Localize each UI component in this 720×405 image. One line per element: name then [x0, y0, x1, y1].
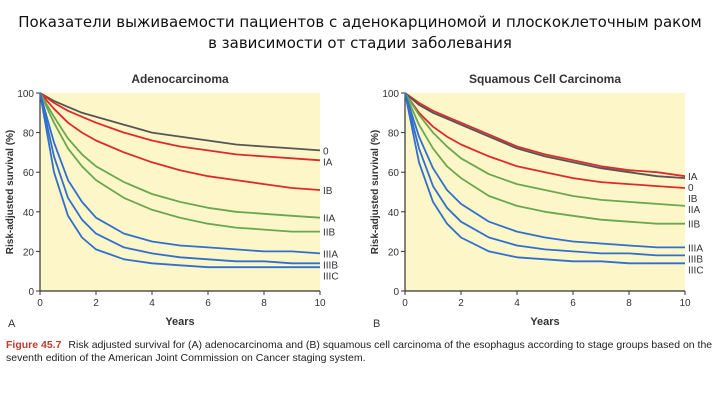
panel-a-x-tick-label: 8 — [261, 298, 267, 309]
slide-title-line-1: Показатели выживаемости пациентов с аден… — [18, 13, 702, 31]
panel-b-x-tick-label: 2 — [458, 298, 464, 309]
panel-a-x-tick-label: 0 — [37, 298, 43, 309]
panel-a-title: Adenocarcinoma — [131, 72, 229, 86]
panel-a-series-iia-label: IIA — [323, 214, 336, 225]
panel-a-series-iiib-label: IIIB — [323, 260, 338, 271]
panel-b-plot-area — [405, 93, 685, 291]
panel-a-series-0-label: 0 — [323, 146, 329, 157]
panel-b-y-tick-label: 40 — [388, 208, 400, 219]
panel-b-series-iiia-label: IIIA — [688, 243, 703, 254]
panel-b-series-iiic-line — [404, 92, 685, 265]
panel-a-y-tick-label: 40 — [23, 208, 35, 219]
panel-a-series-ib-line — [39, 92, 321, 191]
panel-b-letter: B — [373, 318, 380, 330]
panel-a-plot-area — [40, 93, 320, 291]
panel-a-y-tick-label: 60 — [23, 168, 35, 179]
panel-a-x-tick-label: 4 — [149, 298, 155, 309]
panel-b-series-iiib-label: IIIB — [688, 254, 703, 265]
panel-a-letter: A — [8, 318, 16, 330]
panel-a-y-tick-label: 20 — [23, 247, 35, 258]
panel-b-series-ia-line — [404, 92, 686, 178]
panel-a-series-ia-line — [39, 92, 321, 162]
panel-b-y-tick-label: 0 — [393, 287, 399, 298]
figure-caption: Figure 45.7 Risk adjusted survival for (… — [6, 339, 716, 365]
panel-a-series-iiib-line — [39, 92, 320, 265]
panel-a-y-tick-label: 100 — [17, 89, 34, 100]
slide-title-line-2: в зависимости от стадии заболевания — [208, 34, 512, 52]
panel-a-series-ia-label: IA — [323, 157, 333, 168]
panel-b-series-iib-label: IIB — [688, 220, 701, 231]
slide-title: Показатели выживаемости пациентов с аден… — [0, 12, 720, 54]
panel-a-series-iia-line — [39, 92, 321, 219]
figure-caption-text: Risk adjusted survival for (A) adenocarc… — [6, 339, 713, 364]
panel-b-series-ib-label: IB — [688, 194, 698, 205]
panel-a-series-iiic-label: IIIC — [323, 271, 339, 282]
panel-b-series-iiib-line — [404, 92, 685, 257]
panel-b-y-tick-label: 80 — [388, 129, 400, 140]
panel-b-series-iib-line — [404, 92, 685, 225]
panel-a-series-iib-label: IIB — [323, 228, 336, 239]
panel-a-series-ib-label: IB — [323, 186, 333, 197]
figure-caption-label: Figure 45.7 — [6, 339, 62, 351]
panel-b-x-tick-label: 0 — [402, 298, 408, 309]
panel-b-series-ib-line — [404, 92, 686, 189]
panel-a-y-axis-title: Risk-adjusted survival (%) — [5, 130, 16, 254]
panel-b-x-axis-title: Years — [530, 316, 559, 328]
panel-a-series-iiic-line — [39, 92, 320, 269]
panel-b-x-tick-label: 6 — [570, 298, 576, 309]
panel-a-series-0-line — [39, 92, 321, 152]
panel-b-series-iiic-label: IIIC — [688, 265, 704, 276]
panel-a-x-tick-label: 6 — [205, 298, 211, 309]
panel-b-y-tick-label: 100 — [382, 89, 399, 100]
panel-a-y-tick-label: 0 — [28, 287, 34, 298]
panel-b-y-tick-label: 60 — [388, 168, 400, 179]
panel-b-x-tick-label: 10 — [679, 298, 691, 309]
panel-b-series-0-line — [404, 92, 686, 179]
panel-b-series-iia-label: IIA — [688, 205, 701, 216]
panel-a-series-iib-line — [39, 92, 320, 233]
panel-b-series-ia-label: IA — [688, 172, 698, 183]
panel-a-x-tick-label: 2 — [93, 298, 99, 309]
panel-b-x-tick-label: 4 — [514, 298, 520, 309]
panel-a-series-iiia-label: IIIA — [323, 249, 338, 260]
panel-a-x-tick-label: 10 — [314, 298, 326, 309]
panel-a-x-axis-title: Years — [165, 316, 194, 328]
panel-b-y-tick-label: 20 — [388, 247, 400, 258]
panel-b-series-iia-line — [404, 92, 686, 207]
panel-a-y-tick-label: 80 — [23, 129, 35, 140]
panel-b-title: Squamous Cell Carcinoma — [469, 72, 621, 86]
panel-a-series-iiia-line — [39, 92, 321, 255]
panel-b-x-tick-label: 8 — [626, 298, 632, 309]
panel-b-series-iiia-line — [404, 92, 685, 249]
panel-b-series-0-label: 0 — [688, 183, 694, 194]
panel-b-y-axis-title: Risk-adjusted survival (%) — [370, 130, 381, 254]
